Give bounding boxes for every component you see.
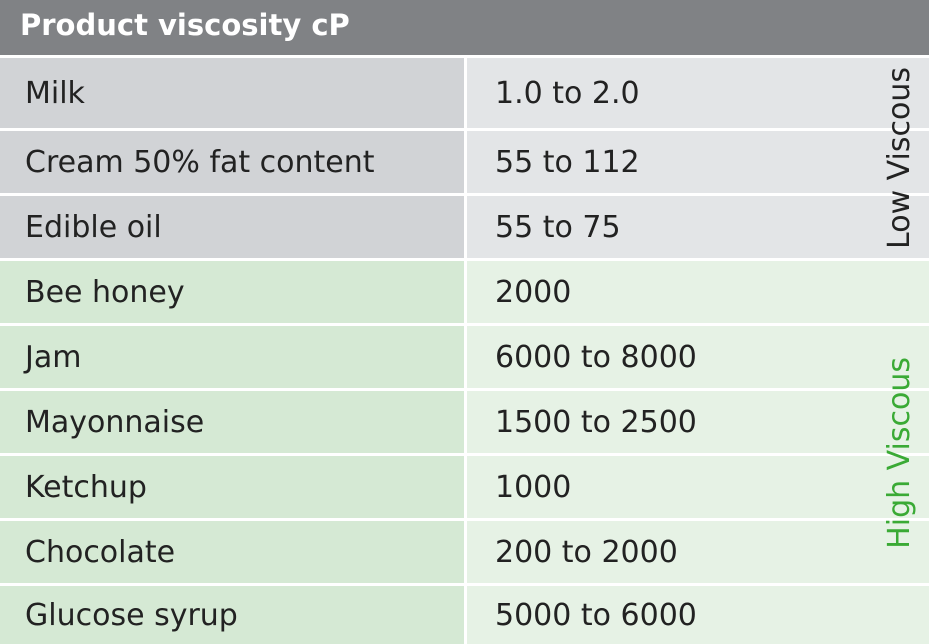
table-title: Product viscosity cP — [0, 0, 929, 55]
viscosity-value: 5000 to 6000 — [467, 586, 929, 644]
viscosity-value: 2000 — [467, 261, 929, 323]
viscosity-value: 1500 to 2500 — [467, 391, 929, 453]
viscosity-value: 200 to 2000 — [467, 521, 929, 583]
product-name: Bee honey — [0, 261, 464, 323]
product-name: Edible oil — [0, 196, 464, 258]
product-name: Jam — [0, 326, 464, 388]
viscosity-value: 1000 — [467, 456, 929, 518]
viscosity-value: 6000 to 8000 — [467, 326, 929, 388]
group-label-text: Low Viscous — [882, 67, 917, 249]
product-name: Cream 50% fat content — [0, 131, 464, 193]
viscosity-value: 1.0 to 2.0 — [467, 58, 929, 128]
group-label-text: High Viscous — [882, 356, 917, 549]
product-name: Milk — [0, 58, 464, 128]
product-name: Ketchup — [0, 456, 464, 518]
product-name: Glucose syrup — [0, 586, 464, 644]
viscosity-value: 55 to 112 — [467, 131, 929, 193]
group-label: Low Viscous — [870, 58, 929, 258]
product-name: Chocolate — [0, 521, 464, 583]
group-label: High Viscous — [870, 261, 929, 644]
viscosity-value: 55 to 75 — [467, 196, 929, 258]
product-name: Mayonnaise — [0, 391, 464, 453]
